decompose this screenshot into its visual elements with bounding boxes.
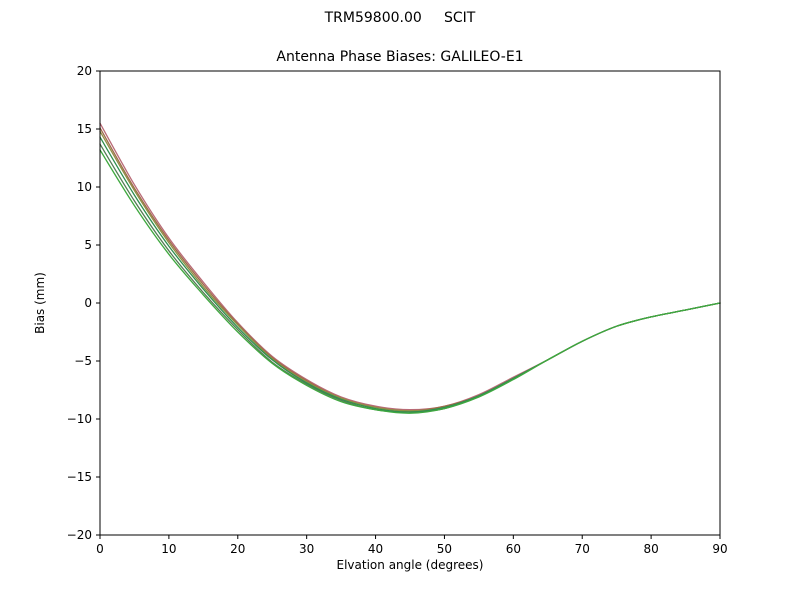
y-tick-label: 0 bbox=[84, 296, 92, 310]
x-tick-label: 50 bbox=[437, 542, 452, 556]
x-tick-label: 10 bbox=[161, 542, 176, 556]
figure-suptitle: TRM59800.00 SCIT bbox=[324, 10, 476, 26]
series-line-1 bbox=[99, 122, 721, 411]
y-axis-label: Bias (mm) bbox=[33, 272, 47, 334]
x-tick-label: 40 bbox=[368, 542, 383, 556]
plot-border bbox=[99, 70, 721, 536]
x-tick-label: 20 bbox=[230, 542, 245, 556]
y-tick-label: 15 bbox=[77, 122, 92, 136]
chart-title: Antenna Phase Biases: GALILEO-E1 bbox=[276, 49, 524, 65]
y-tick-label: −5 bbox=[74, 354, 92, 368]
x-tick-label: 70 bbox=[575, 542, 590, 556]
y-tick-label: −20 bbox=[67, 528, 92, 542]
series-line-4 bbox=[99, 143, 721, 413]
x-tick-label: 80 bbox=[643, 542, 658, 556]
y-tick-label: −10 bbox=[67, 412, 92, 426]
y-tick-label: 5 bbox=[84, 238, 92, 252]
x-tick-label: 0 bbox=[96, 542, 104, 556]
x-axis-label: Elvation angle (degrees) bbox=[336, 558, 484, 572]
x-tick-label: 30 bbox=[299, 542, 314, 556]
series-line-6 bbox=[99, 149, 721, 414]
x-tick-label: 60 bbox=[506, 542, 521, 556]
y-tick-label: −15 bbox=[67, 470, 92, 484]
y-tick-label: 20 bbox=[77, 64, 92, 78]
x-tick-label: 90 bbox=[712, 542, 727, 556]
y-tick-label: 10 bbox=[77, 180, 92, 194]
